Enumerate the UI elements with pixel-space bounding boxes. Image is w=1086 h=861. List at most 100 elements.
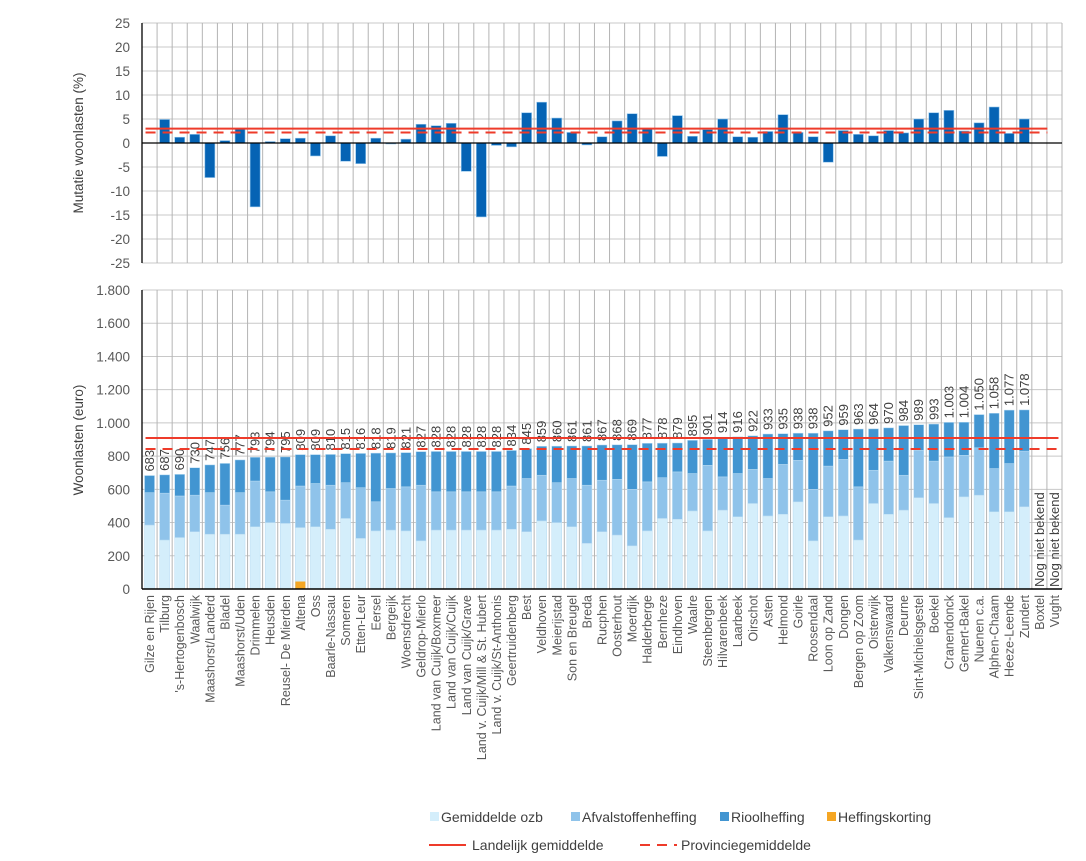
bar-segment-ozb: [174, 537, 185, 590]
bar-segment-ozb: [641, 530, 653, 590]
bar-segment-ozb: [762, 515, 774, 590]
bar-segment-ozb: [506, 528, 517, 590]
value-label: 989: [911, 399, 926, 421]
mutatie-bar: [1003, 133, 1015, 144]
x-category-label: Deurne: [897, 595, 911, 636]
bar-segment-riool: [430, 451, 442, 493]
bar-segment-ozb: [461, 529, 472, 590]
bar-segment-afval: [521, 478, 532, 532]
bar-segment-afval: [641, 481, 653, 532]
bar-segment-ozb: [838, 515, 849, 590]
bar-segment-ozb: [792, 501, 804, 590]
value-label: 867: [595, 419, 610, 441]
bottom-y-tick-label: 800: [107, 449, 130, 464]
mutatie-bar: [536, 101, 547, 144]
mutatie-bar: [189, 134, 201, 144]
top-y-tick-label: -5: [118, 160, 130, 175]
legend-swatch-korting: [827, 812, 836, 821]
bar-segment-afval: [370, 501, 382, 532]
bar-segment-ozb: [732, 516, 743, 590]
bar-segment-ozb: [1019, 506, 1030, 590]
x-category-label: Breda: [580, 595, 594, 628]
mutatie-bar: [868, 135, 879, 144]
x-category-label: Asten: [761, 595, 775, 627]
bar-segment-afval: [943, 456, 955, 518]
mutatie-bar: [898, 132, 909, 144]
mutatie-bar: [295, 137, 306, 144]
top-y-tick-label: -10: [110, 184, 130, 199]
mutatie-bar: [310, 142, 321, 157]
bottom-y-tick-label: 1.800: [96, 283, 130, 298]
bar-segment-riool: [491, 451, 502, 493]
value-label: 1.058: [987, 377, 1002, 410]
bar-segment-ozb: [687, 510, 698, 590]
bar-segment-riool: [189, 467, 201, 496]
value-label: 793: [248, 432, 263, 454]
mutatie-bar: [657, 142, 668, 157]
bar-segment-ozb: [717, 509, 728, 590]
bar-segment-ozb: [521, 531, 532, 590]
bar-segment-ozb: [611, 534, 623, 590]
x-category-label: Zundert: [1018, 594, 1032, 638]
x-category-label: Roosendaal: [807, 595, 821, 662]
mutatie-bar: [822, 142, 834, 163]
bar-segment-afval: [732, 473, 743, 517]
x-category-label: Boxtel: [1033, 595, 1047, 630]
bar-segment-ozb: [355, 538, 366, 590]
bar-segment-ozb: [159, 539, 170, 590]
top-y-tick-label: -15: [110, 208, 130, 223]
x-category-label: Bergen op Zoom: [852, 595, 866, 688]
bar-segment-afval: [174, 495, 185, 538]
bar-segment-afval: [1003, 463, 1015, 513]
value-label: 1.050: [972, 378, 987, 411]
bar-segment-ozb: [325, 528, 336, 590]
x-category-label: Land v. Cuijk/Mill & St. Hubert: [475, 594, 489, 760]
x-category-label: Baarle-Nassau: [324, 595, 338, 678]
x-category-label: Woensdrecht: [399, 594, 413, 668]
bar-segment-riool: [506, 450, 517, 487]
value-label: 922: [745, 410, 760, 432]
x-category-label: Waalwijk: [188, 594, 202, 644]
bar-segment-riool: [536, 446, 547, 476]
value-label: 933: [760, 408, 775, 430]
x-category-label: Heusden: [264, 595, 278, 645]
bar-segment-afval: [822, 465, 834, 517]
bar-segment-ozb: [415, 540, 427, 590]
mutatie-bar: [687, 135, 698, 144]
x-category-label: Oss: [309, 595, 323, 617]
bar-segment-ozb: [234, 533, 246, 590]
value-label: 879: [670, 417, 685, 439]
mutatie-bar: [340, 142, 351, 162]
bar-segment-afval: [536, 474, 547, 522]
bar-segment-ozb: [144, 524, 155, 590]
bar-segment-afval: [234, 492, 246, 535]
bar-segment-ozb: [445, 529, 457, 590]
bar-segment-ozb: [264, 522, 276, 590]
x-category-label: Dongen: [837, 595, 851, 639]
value-label: 828: [489, 426, 504, 448]
bottom-y-tick-label: 1.200: [96, 383, 130, 398]
bar-segment-afval: [883, 460, 894, 515]
bar-segment-riool: [264, 456, 276, 493]
value-label: 795: [278, 431, 293, 453]
top-y-tick-label: 20: [115, 40, 130, 55]
bar-segment-riool: [1019, 409, 1030, 452]
bar-segment-ozb: [566, 526, 578, 590]
bar-segment-afval: [219, 504, 231, 535]
bar-segment-afval: [264, 491, 276, 523]
bar-segment-afval: [1019, 450, 1030, 508]
value-label: 984: [896, 400, 911, 422]
bar-segment-riool: [898, 425, 909, 476]
x-category-label: Eersel: [369, 595, 383, 630]
bar-segment-riool: [657, 442, 668, 478]
x-category-label: Meierijstad: [550, 595, 564, 655]
bar-segment-ozb: [596, 531, 608, 590]
x-category-label: Helmond: [776, 595, 790, 645]
bar-segment-ozb: [370, 530, 382, 590]
bar-segment-riool: [340, 453, 351, 483]
mutatie-bar: [988, 106, 1000, 144]
value-label: 861: [579, 420, 594, 442]
bar-segment-riool: [280, 456, 291, 501]
bar-segment-afval: [551, 482, 563, 523]
